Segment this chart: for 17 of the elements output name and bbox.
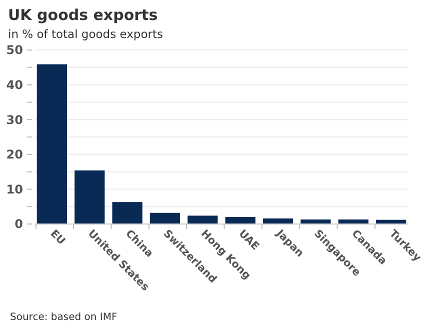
bar xyxy=(150,212,180,224)
y-tick-label: 50 xyxy=(6,43,23,58)
chart-title: UK goods exports xyxy=(8,6,158,24)
y-tick-label: 20 xyxy=(6,148,23,162)
bar xyxy=(300,219,331,224)
bar xyxy=(188,216,218,224)
y-tick-label: 0 xyxy=(14,217,23,232)
y-tick-label: 10 xyxy=(6,182,23,196)
source-note: Source: based on IMF xyxy=(10,312,118,323)
bar xyxy=(36,64,68,224)
bar xyxy=(74,170,105,224)
y-tick-label: 40 xyxy=(6,78,23,92)
chart-subtitle: in % of total goods exports xyxy=(8,27,163,41)
bar xyxy=(112,202,142,224)
x-tick-label: EU xyxy=(48,228,68,248)
bar xyxy=(225,217,256,224)
y-tick-label: 30 xyxy=(6,112,23,127)
